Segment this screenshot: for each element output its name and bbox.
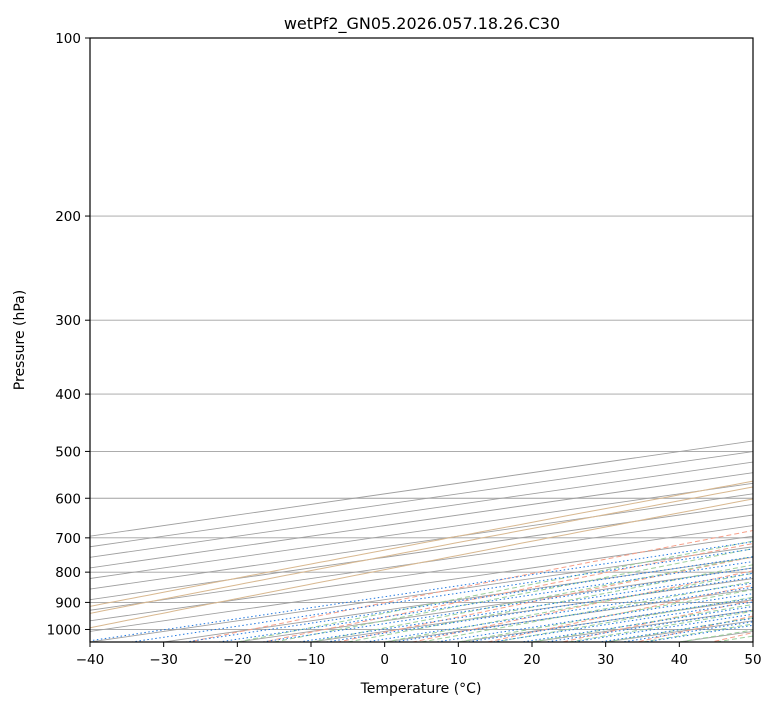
x-tick-label: 10 (450, 652, 467, 668)
isotherm-line (90, 535, 753, 632)
mixing-ratio-line (215, 561, 753, 642)
reference-curve (90, 486, 753, 614)
reference-curve (90, 480, 753, 607)
x-tick-label: 30 (597, 652, 614, 668)
moist-adiabat-line (347, 564, 753, 642)
x-axis: −40 −30 −20 −10 0 10 20 30 40 50 (76, 642, 762, 668)
x-tick-label: −30 (149, 652, 178, 668)
reference-curve (90, 498, 753, 629)
isotherm-line (90, 472, 753, 569)
x-tick-label: 20 (523, 652, 540, 668)
dry-adiabat-line (485, 584, 753, 642)
mixing-ratio-line (542, 609, 753, 642)
x-tick-label: −20 (223, 652, 252, 668)
mixing-ratio-line (488, 601, 753, 642)
moist-adiabat-line (458, 589, 753, 642)
mixing-ratio-line (182, 556, 753, 642)
mixing-ratio-line (90, 541, 753, 642)
x-tick-label: 50 (744, 652, 761, 668)
y-tick-label: 100 (55, 31, 81, 47)
isotherm-line (90, 503, 753, 601)
y-axis: 100 200 300 400 500 600 700 800 900 1000 (47, 31, 90, 638)
chart-title: wetPf2_GN05.2026.057.18.26.C30 (284, 14, 560, 34)
moist-adiabat-line (237, 540, 753, 642)
dry-adiabat-line (410, 570, 753, 642)
isotherm-line (90, 493, 753, 590)
y-axis-label: Pressure (hPa) (12, 290, 28, 390)
dry-adiabat-line (260, 542, 753, 642)
y-tick-label: 300 (55, 313, 81, 329)
y-tick-label: 900 (55, 595, 81, 611)
x-tick-label: 40 (671, 652, 688, 668)
x-axis-label: Temperature (°C) (360, 681, 482, 697)
background-lines (90, 38, 753, 642)
y-tick-label: 600 (55, 491, 81, 507)
y-tick-label: 1000 (47, 622, 81, 638)
y-tick-label: 800 (55, 565, 81, 581)
plot-frame (89, 37, 754, 643)
y-tick-label: 500 (55, 444, 81, 460)
moist-adiabat-line (421, 581, 753, 642)
x-tick-label: 0 (380, 652, 389, 668)
mixing-ratio-line (569, 613, 753, 642)
x-tick-label: −10 (297, 652, 326, 668)
mixing-ratio-line (596, 617, 753, 642)
y-tick-label: 400 (55, 387, 81, 403)
x-tick-label: −40 (76, 652, 105, 668)
isotherm-line (90, 482, 753, 579)
isotherm-line (90, 525, 753, 622)
mixing-ratio-line (128, 548, 753, 642)
y-tick-label: 200 (55, 209, 81, 225)
isotherm-line (90, 546, 753, 642)
isotherm-line (90, 514, 753, 611)
mixing-ratio-line (518, 605, 753, 642)
isotherm-line (90, 461, 753, 558)
y-tick-label: 700 (55, 531, 81, 547)
